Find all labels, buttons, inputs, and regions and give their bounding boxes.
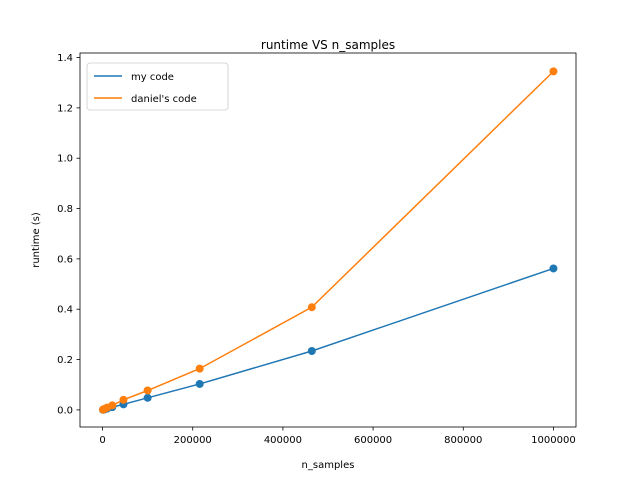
data-point-daniel-s-code [549, 67, 558, 76]
y-tick-label: 1.2 [57, 103, 73, 114]
data-point-daniel-s-code [119, 395, 128, 404]
x-tick-label: 800000 [444, 435, 482, 446]
x-tick-label: 0 [99, 435, 105, 446]
data-point-daniel-s-code [195, 364, 204, 373]
data-point-my-code [549, 264, 558, 273]
data-point-daniel-s-code [143, 386, 152, 395]
legend-label-daniels-code: daniel's code [131, 94, 197, 105]
data-point-daniel-s-code [108, 401, 117, 410]
y-tick-label: 0.2 [57, 355, 73, 366]
plot-frame [79, 52, 577, 428]
x-axis-ticks: 0 200000 400000 600000 800000 1000000 [99, 427, 576, 446]
y-tick-label: 0.6 [57, 254, 73, 265]
y-axis-label: runtime (s) [31, 212, 42, 268]
legend-box [86, 62, 229, 111]
y-tick-label: 1.0 [57, 154, 73, 165]
data-point-my-code [307, 346, 316, 355]
legend-label-my-code: my code [131, 72, 174, 83]
y-tick-label: 0.0 [57, 405, 73, 416]
x-tick-label: 600000 [354, 435, 392, 446]
y-tick-label: 0.4 [57, 305, 73, 316]
data-point-my-code [143, 393, 152, 402]
plot-points [98, 67, 558, 414]
y-tick-label: 1.4 [57, 53, 73, 64]
y-axis-ticks: 0.0 0.2 0.4 0.6 0.8 1.0 1.2 1.4 [57, 53, 80, 416]
data-point-daniel-s-code [307, 303, 316, 312]
x-axis-label: n_samples [302, 460, 355, 471]
y-tick-label: 0.8 [57, 204, 73, 215]
x-tick-label: 1000000 [531, 435, 576, 446]
x-tick-label: 400000 [264, 435, 302, 446]
legend: my code daniel's code [86, 62, 229, 111]
x-tick-label: 200000 [174, 435, 212, 446]
data-point-my-code [195, 379, 204, 388]
chart-title: runtime VS n_samples [261, 38, 395, 52]
